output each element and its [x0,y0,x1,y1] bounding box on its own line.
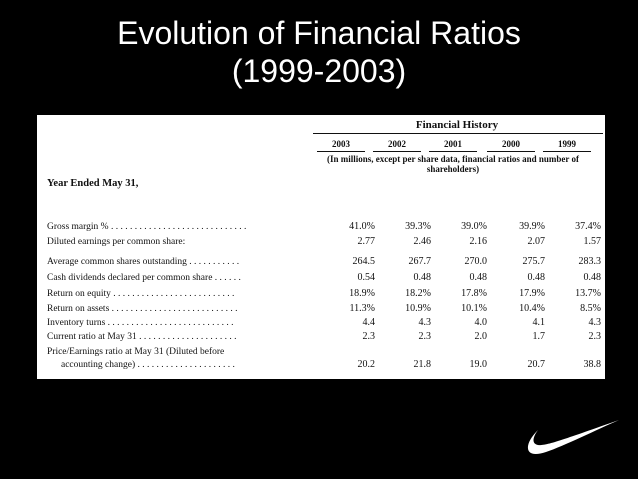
year-underline [429,151,477,152]
table-cell: 39.9% [519,221,545,232]
table-cell: 275.7 [522,256,546,267]
table-cell: 1.57 [583,236,602,247]
row-label: Cash dividends declared per common share… [47,273,241,283]
row-label: Average common shares outstanding . . . … [47,257,240,267]
swoosh-shape [527,420,619,454]
table-cell: 37.4% [575,221,601,232]
table-cell: 0.48 [413,272,432,283]
table-cell: 4.1 [532,317,546,328]
table-row: Cash dividends declared per common share… [37,272,605,284]
row-label: Diluted earnings per common share: [47,237,186,247]
table-row: Current ratio at May 31 . . . . . . . . … [37,331,605,343]
table-cell: 264.5 [352,256,376,267]
table-cell: 39.0% [461,221,487,232]
table-heading: Financial History [415,119,499,131]
table-cell: 10.9% [405,303,431,314]
year-header: 2002 [388,139,406,149]
table-cell: 0.54 [357,272,376,283]
units-note: (In millions, except per share data, fin… [326,154,579,174]
table-cell: 0.48 [469,272,488,283]
year-header: 2001 [444,139,462,149]
row-label: Inventory turns . . . . . . . . . . . . … [47,318,234,328]
table-cell: 2.3 [588,331,602,342]
table-cell: 283.3 [578,256,602,267]
table-cell: 10.1% [461,303,487,314]
table-cell: 267.7 [408,256,432,267]
table-row: Inventory turns . . . . . . . . . . . . … [37,317,605,329]
table-cell: 18.2% [405,288,431,299]
slide-title: Evolution of Financial Ratios (1999-2003… [0,14,638,90]
table-cell: 2.16 [469,236,488,247]
table-row: Return on equity . . . . . . . . . . . .… [37,288,605,300]
table-cell: 8.5% [580,303,601,314]
table-cell: 2.0 [474,331,488,342]
year-underline [317,151,365,152]
table-cell: 19.0 [469,359,488,370]
table-cell: 2.46 [413,236,432,247]
year-underline [373,151,421,152]
table-cell: 2.3 [418,331,432,342]
swoosh-icon [527,420,619,454]
table-row: Price/Earnings ratio at May 31 (Diluted … [37,346,605,358]
table-row: accounting change) . . . . . . . . . . .… [37,359,605,371]
table-row: Average common shares outstanding . . . … [37,256,605,268]
table-row: Diluted earnings per common share: 2.77 2.… [37,236,605,248]
table-cell: 2.07 [527,236,546,247]
table-cell: 10.4% [519,303,545,314]
table-cell: 4.3 [418,317,432,328]
title-line-1: Evolution of Financial Ratios [117,15,521,51]
table-cell: 17.9% [519,288,545,299]
table-row: Return on assets . . . . . . . . . . . .… [37,303,605,315]
table-cell: 41.0% [349,221,375,232]
table-cell: 0.48 [583,272,602,283]
table-cell: 20.7 [527,359,546,370]
table-cell: 4.3 [588,317,602,328]
table-cell: 2.3 [362,331,376,342]
table-cell: 18.9% [349,288,375,299]
year-header: 2003 [332,139,350,149]
title-line-2: (1999-2003) [231,53,407,89]
row-label: Return on equity . . . . . . . . . . . .… [47,289,235,299]
table-cell: 13.7% [575,288,601,299]
table-row: Gross margin % . . . . . . . . . . . . .… [37,221,605,233]
financial-history-table: Financial History 2003 2002 2001 2000 19… [37,115,605,379]
table-cell: 11.3% [349,303,375,314]
row-label: Return on assets . . . . . . . . . . . .… [47,304,238,314]
table-cell: 0.48 [527,272,546,283]
heading-rule [313,133,603,134]
table-cell: 1.7 [532,331,546,342]
row-label: Current ratio at May 31 . . . . . . . . … [47,332,237,342]
year-ended-label: Year Ended May 31, [47,178,139,189]
row-label: Price/Earnings ratio at May 31 (Diluted … [47,347,225,357]
table-cell: 21.8 [413,359,432,370]
year-header: 1999 [558,139,576,149]
year-header: 2000 [502,139,520,149]
table-cell: 38.8 [583,359,602,370]
table-cell: 4.4 [362,317,376,328]
table-cell: 17.8% [461,288,487,299]
table-cell: 20.2 [357,359,376,370]
row-label: Gross margin % . . . . . . . . . . . . .… [47,222,247,232]
year-underline [487,151,535,152]
table-cell: 270.0 [464,256,488,267]
year-underline [543,151,591,152]
table-cell: 2.77 [357,236,376,247]
row-label: accounting change) . . . . . . . . . . .… [61,360,235,370]
table-cell: 4.0 [474,317,488,328]
table-cell: 39.3% [405,221,431,232]
